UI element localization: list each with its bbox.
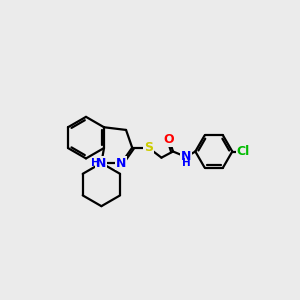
Text: N: N xyxy=(116,157,127,169)
Text: Cl: Cl xyxy=(236,145,250,158)
Text: O: O xyxy=(164,133,175,146)
Text: H: H xyxy=(91,158,100,168)
Text: S: S xyxy=(144,141,153,154)
Text: N: N xyxy=(96,157,106,169)
Text: H: H xyxy=(182,158,190,168)
Text: N: N xyxy=(181,150,191,164)
